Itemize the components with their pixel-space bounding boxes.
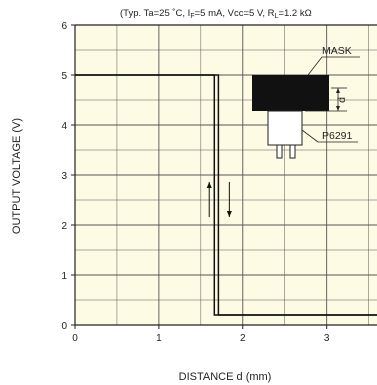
y-tick-label: 3 — [61, 171, 67, 182]
conditions-subscript: L — [275, 13, 279, 20]
tick-labels: 0 1 2 3 0 1 2 3 4 5 6 — [61, 21, 329, 344]
x-tick-label: 0 — [72, 333, 78, 344]
y-tick-label: 0 — [61, 321, 67, 332]
mask-label: MASK — [322, 45, 352, 57]
y-axis-label: OUTPUT VOLTAGE (V) — [11, 118, 23, 234]
sensor-body — [267, 110, 303, 146]
mask-diagram: d MASK P6291 — [252, 45, 360, 159]
x-axis-label: DISTANCE d (mm) — [179, 371, 272, 383]
dim-arrow-bottom — [336, 106, 340, 111]
distance-d-label: d — [336, 97, 348, 103]
conditions-part: =5 mA, Vcc=5 V, R — [195, 8, 275, 19]
series-line-2 — [75, 74, 377, 316]
sensor-leader — [301, 129, 319, 143]
conditions-subscript: F — [190, 13, 194, 20]
dim-arrow-top — [336, 88, 340, 93]
y-tick-label: 5 — [61, 71, 67, 82]
mask-block — [252, 75, 329, 111]
y-tick-label: 1 — [61, 271, 67, 282]
sensor-lead-left — [276, 144, 283, 159]
conditions-part: =1.2 kΩ — [278, 8, 311, 19]
hysteresis-arrows — [206, 182, 232, 217]
x-tick-label: 1 — [156, 333, 162, 344]
arrow-up-head — [206, 182, 212, 188]
y-tick-label: 2 — [61, 221, 67, 232]
x-tick-label: 2 — [240, 333, 246, 344]
y-tick-label: 4 — [61, 121, 67, 132]
conditions-text: (Typ. Ta=25 ˚C, IF=5 mA, Vcc=5 V, RL=1.2… — [120, 8, 312, 20]
arrow-down-head — [226, 211, 232, 217]
mask-leader — [307, 56, 323, 76]
x-tick-label: 3 — [324, 333, 330, 344]
sensor-label: P6291 — [322, 130, 353, 142]
y-tick-label: 6 — [61, 21, 67, 32]
series-group — [75, 74, 377, 316]
conditions-part: (Typ. Ta=25 ˚C, I — [120, 8, 190, 19]
sensor-lead-right — [289, 144, 296, 159]
